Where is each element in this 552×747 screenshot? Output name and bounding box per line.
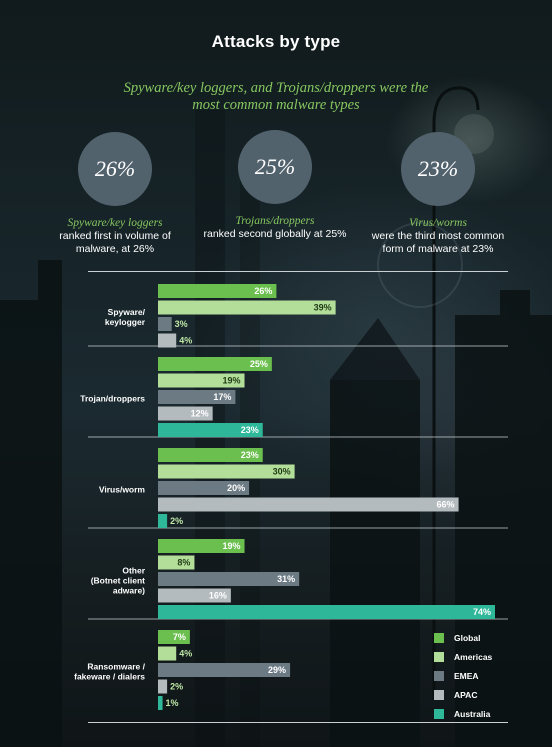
- legend-label: APAC: [454, 689, 478, 700]
- bar-americas: [158, 555, 195, 570]
- bar-apac: [158, 406, 213, 421]
- stat-text: ranked first in volume of malware, at 26…: [59, 230, 171, 255]
- bar-americas: [158, 373, 245, 388]
- legend-swatch: [434, 689, 444, 700]
- bar-global: [158, 284, 277, 298]
- stat-text: were the third most common form of malwa…: [371, 230, 505, 255]
- category-label: Trojan/droppers: [80, 393, 145, 403]
- chart-subtitle: Spyware/key loggers, and Trojans/dropper…: [123, 80, 429, 113]
- stat-highlight: Virus/worms: [409, 217, 467, 229]
- bar-value-label: 30%: [273, 467, 291, 477]
- legend-item-americas: Americas: [434, 647, 492, 666]
- bar-global: [158, 539, 245, 553]
- bar-value-label: 7%: [173, 632, 186, 642]
- bar-americas: [158, 300, 336, 315]
- bar-global: [158, 448, 263, 462]
- stat-trojans: 25% Trojans/droppers ranked second globa…: [200, 130, 350, 241]
- bar-australia: [158, 514, 168, 528]
- legend-swatch: [434, 632, 444, 643]
- bar-value-label: 74%: [473, 607, 491, 617]
- bar-value-label: 2%: [170, 516, 183, 526]
- bar-emea: [158, 317, 172, 331]
- bar-value-label: 31%: [277, 574, 295, 584]
- stat-virus: 23% Virus/worms were the third most comm…: [363, 132, 513, 256]
- stat-text: ranked second globally at 25%: [203, 228, 347, 240]
- stat-circle: 23%: [401, 132, 475, 206]
- bar-value-label: 16%: [209, 591, 227, 601]
- legend-swatch: [434, 651, 444, 662]
- legend-label: Americas: [454, 651, 493, 662]
- bar-australia: [158, 605, 495, 619]
- bar-australia: [158, 423, 263, 437]
- bar-value-label: 29%: [268, 665, 286, 675]
- bar-value-label: 23%: [241, 425, 259, 435]
- bar-value-label: 19%: [223, 541, 241, 551]
- legend-item-global: Global: [434, 628, 492, 647]
- legend-item-australia: Australia: [434, 704, 492, 723]
- bar-emea: [158, 572, 300, 586]
- bar-americas: [158, 464, 295, 479]
- category-label: Spyware/keylogger: [105, 307, 146, 327]
- bar-value-label: 26%: [254, 286, 272, 296]
- bar-value-label: 20%: [227, 483, 245, 493]
- bar-apac: [158, 333, 177, 348]
- category-label: Ransomware / fakeware / dialers: [74, 661, 146, 681]
- bar-emea: [158, 663, 291, 677]
- bar-value-label: 66%: [437, 500, 455, 510]
- bar-apac: [158, 679, 168, 694]
- legend-label: EMEA: [454, 670, 479, 681]
- bar-global: [158, 630, 190, 644]
- legend-swatch: [434, 670, 444, 681]
- category-label: Virus/worm: [99, 484, 146, 494]
- bar-value-label: 17%: [213, 392, 231, 402]
- bar-value-label: 4%: [179, 336, 192, 346]
- bar-value-label: 1%: [166, 698, 179, 708]
- legend-label: Australia: [454, 708, 491, 719]
- legend-item-apac: APAC: [434, 685, 492, 704]
- bar-value-label: 8%: [177, 558, 190, 568]
- bar-apac: [158, 497, 459, 512]
- bar-global: [158, 357, 272, 371]
- bottom-divider: [88, 722, 508, 723]
- chart-title: Attacks by type: [211, 32, 341, 51]
- bar-value-label: 2%: [170, 682, 183, 692]
- legend: Global Americas EMEA APAC Australia: [434, 628, 492, 723]
- stat-circle: 26%: [78, 132, 152, 206]
- bar-value-label: 4%: [179, 649, 192, 659]
- stat-highlight: Spyware/key loggers: [67, 217, 163, 229]
- bar-value-label: 23%: [241, 450, 259, 460]
- bar-emea: [158, 481, 250, 495]
- bar-emea: [158, 390, 236, 404]
- category-label: Other (Botnet client adware): [91, 565, 146, 595]
- bar-americas: [158, 646, 177, 661]
- bar-australia: [158, 696, 163, 710]
- legend-swatch: [434, 708, 444, 719]
- bar-value-label: 3%: [175, 319, 188, 329]
- bar-value-label: 12%: [191, 409, 209, 419]
- bar-value-label: 25%: [250, 359, 268, 369]
- legend-item-emea: EMEA: [434, 666, 492, 685]
- bar-value-label: 19%: [223, 376, 241, 386]
- top-divider: [88, 271, 508, 272]
- legend-label: Global: [454, 632, 481, 643]
- stat-circle: 25%: [238, 130, 312, 204]
- stat-spyware: 26% Spyware/key loggers ranked first in …: [40, 132, 190, 256]
- bar-apac: [158, 588, 231, 603]
- stat-highlight: Trojans/droppers: [235, 215, 315, 227]
- bar-value-label: 39%: [314, 303, 332, 313]
